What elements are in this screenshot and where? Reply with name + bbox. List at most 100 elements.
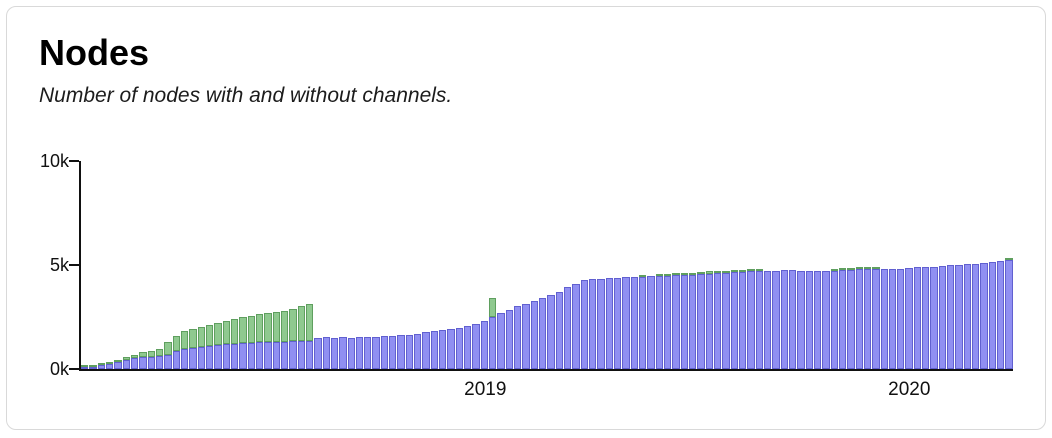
bar — [539, 298, 546, 369]
bar-segment-with-channels — [131, 358, 138, 368]
bar-segment-with-channels — [531, 301, 538, 369]
bar-segment-with-channels — [206, 346, 213, 369]
bar — [439, 330, 446, 368]
bar-segment-with-channels — [664, 276, 671, 369]
bar — [989, 262, 996, 368]
bar-segment-with-channels — [456, 328, 463, 369]
bar-segment-with-channels — [481, 321, 488, 369]
bar — [856, 267, 863, 369]
bar — [747, 269, 754, 369]
bar — [239, 317, 246, 369]
bar — [306, 304, 313, 368]
bar — [198, 327, 205, 369]
bar — [464, 326, 471, 369]
bar-segment-with-channels — [98, 365, 105, 369]
bar — [256, 314, 263, 368]
y-axis-tick — [69, 160, 79, 162]
bar-segment-with-channels — [539, 298, 546, 369]
bar-segment-with-channels — [198, 347, 205, 369]
bar — [89, 365, 96, 369]
bar-segment-with-channels — [806, 271, 813, 369]
bar-segment-with-channels — [564, 287, 571, 369]
bar-segment-without-channels — [231, 319, 238, 344]
bar — [106, 362, 113, 369]
bar-segment-with-channels — [464, 326, 471, 369]
bar — [839, 268, 846, 369]
bar-segment-without-channels — [289, 309, 296, 342]
bar-segment-with-channels — [156, 356, 163, 368]
bar-segment-with-channels — [914, 267, 921, 369]
bar-segment-with-channels — [389, 336, 396, 369]
bar-segment-with-channels — [181, 349, 188, 369]
bar — [331, 338, 338, 369]
bar — [114, 360, 121, 369]
bar — [631, 277, 638, 369]
bar-segment-without-channels — [198, 327, 205, 347]
bar — [806, 271, 813, 369]
bar-segment-with-channels — [331, 338, 338, 369]
bar-segment-with-channels — [497, 313, 504, 369]
bar — [414, 334, 421, 369]
bar-segment-with-channels — [348, 338, 355, 369]
bar-segment-with-channels — [872, 269, 879, 369]
bar — [514, 306, 521, 368]
bar-segment-with-channels — [731, 272, 738, 369]
bar-segment-with-channels — [839, 270, 846, 369]
bar — [681, 273, 688, 369]
bar-segment-with-channels — [306, 341, 313, 369]
bar — [589, 279, 596, 368]
plot-area[interactable] — [79, 161, 1013, 371]
bar-segment-with-channels — [814, 271, 821, 369]
bar — [248, 316, 255, 369]
bar — [930, 267, 937, 369]
bar-segment-with-channels — [939, 266, 946, 369]
bar — [997, 261, 1004, 369]
bar-segment-with-channels — [139, 357, 146, 368]
bar-segment-with-channels — [431, 331, 438, 368]
chart-card: Nodes Number of nodes with and without c… — [6, 6, 1046, 430]
bar-segment-with-channels — [822, 271, 829, 369]
bar — [314, 338, 321, 369]
bar — [422, 332, 429, 368]
bar-segment-without-channels — [273, 312, 280, 342]
bar — [647, 276, 654, 369]
bar — [689, 273, 696, 369]
bar — [139, 352, 146, 369]
bar — [123, 357, 130, 369]
y-axis-label: 10k — [39, 151, 69, 172]
bar — [298, 306, 305, 368]
bar — [348, 338, 355, 369]
bar-segment-with-channels — [273, 342, 280, 369]
bar-segment-with-channels — [447, 329, 454, 369]
bar — [156, 349, 163, 369]
bar — [814, 271, 821, 369]
bar — [489, 298, 496, 369]
bar — [664, 274, 671, 369]
chart-subtitle: Number of nodes with and without channel… — [39, 83, 1013, 109]
bar — [339, 337, 346, 369]
bar-segment-with-channels — [248, 343, 255, 369]
bar-segment-with-channels — [781, 270, 788, 369]
bar — [173, 336, 180, 369]
bar — [1005, 258, 1012, 369]
bar-segment-with-channels — [772, 271, 779, 369]
bar-segment-with-channels — [997, 261, 1004, 369]
bar-segment-with-channels — [572, 284, 579, 369]
bar — [606, 278, 613, 368]
bar — [864, 267, 871, 369]
y-axis-tick — [69, 264, 79, 266]
bar-segment-without-channels — [264, 313, 271, 342]
bar — [697, 272, 704, 369]
bar — [831, 269, 838, 369]
bar — [406, 335, 413, 369]
x-axis-label: 2019 — [464, 379, 506, 401]
bar-segment-without-channels — [256, 314, 263, 342]
bar — [714, 271, 721, 369]
bar — [756, 269, 763, 369]
bar — [822, 271, 829, 369]
bar — [281, 311, 288, 369]
bar — [131, 355, 138, 369]
bar — [447, 329, 454, 369]
bar-segment-with-channels — [639, 277, 646, 369]
bar-segment-with-channels — [989, 262, 996, 368]
